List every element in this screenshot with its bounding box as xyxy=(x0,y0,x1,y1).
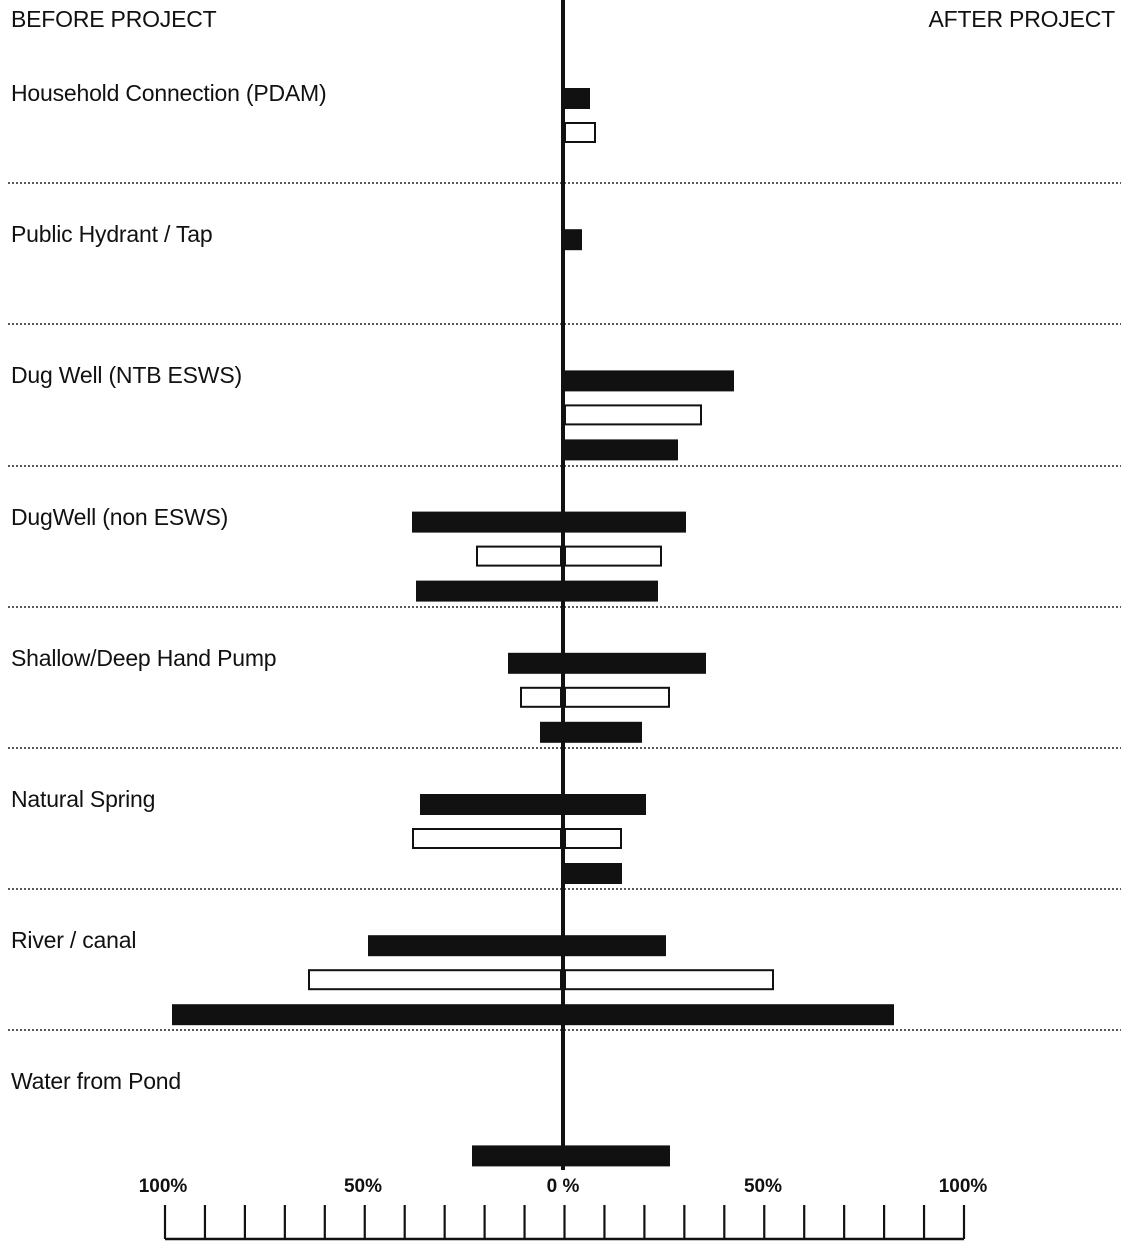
bar-after xyxy=(564,1145,670,1167)
category-label: Household Connection (PDAM) xyxy=(11,80,327,106)
bar-before xyxy=(412,511,562,533)
bar-before xyxy=(420,794,562,815)
bar-after xyxy=(564,404,702,426)
bar-before xyxy=(416,580,562,602)
x-tick-label: 100% xyxy=(938,1176,988,1197)
bar-after xyxy=(564,439,678,461)
bar-after xyxy=(564,122,596,143)
x-tick-label: 50% xyxy=(343,1176,383,1197)
bar-after xyxy=(564,969,774,991)
category-label: DugWell (non ESWS) xyxy=(11,503,229,530)
bar-after xyxy=(564,652,706,674)
bar-after xyxy=(564,580,658,602)
bar-after xyxy=(564,686,670,708)
bar-before xyxy=(508,652,562,674)
x-tick-label: 100% xyxy=(138,1176,188,1197)
category-label: Dug Well (NTB ESWS) xyxy=(11,362,242,389)
bar-after xyxy=(564,229,582,251)
bar-before xyxy=(308,969,562,991)
before-project-heading: BEFORE PROJECT xyxy=(11,6,217,32)
bar-before xyxy=(540,721,562,743)
bar-before xyxy=(172,1004,562,1026)
after-project-heading: AFTER PROJECT xyxy=(928,6,1115,32)
bar-before xyxy=(368,935,562,957)
x-tick-label: 0 % xyxy=(546,1176,580,1197)
x-tick-label: 50% xyxy=(743,1176,783,1197)
category-label: Natural Spring xyxy=(11,786,156,812)
bar-before xyxy=(412,828,562,849)
bar-before xyxy=(472,1145,562,1167)
bar-after xyxy=(564,545,662,567)
bar-after xyxy=(564,1004,894,1026)
bar-after xyxy=(564,863,622,884)
category-label: Water from Pond xyxy=(11,1068,181,1095)
bar-after xyxy=(564,794,646,815)
bar-after xyxy=(564,88,590,109)
category-label: River / canal xyxy=(11,927,137,954)
category-label: Shallow/Deep Hand Pump xyxy=(11,644,277,671)
bar-after xyxy=(564,370,734,392)
bar-after xyxy=(564,511,686,533)
bar-after xyxy=(564,935,666,957)
bar-before xyxy=(520,686,562,708)
bar-after xyxy=(564,721,642,743)
category-label: Public Hydrant / Tap xyxy=(11,221,213,248)
bar-after xyxy=(564,828,622,849)
bar-before xyxy=(476,545,562,567)
